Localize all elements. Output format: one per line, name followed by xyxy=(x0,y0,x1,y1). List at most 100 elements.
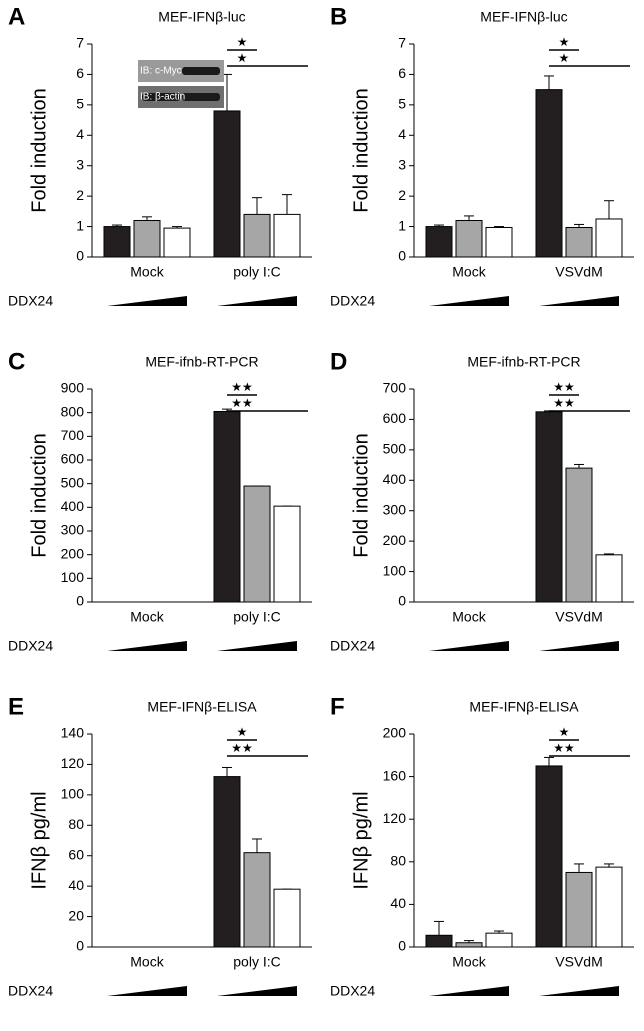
bar xyxy=(103,226,131,258)
treatment-label: DDX24 xyxy=(330,983,375,999)
dose-wedge xyxy=(429,986,509,996)
category-label: poly I:C xyxy=(233,264,280,280)
y-tick-label: 500 xyxy=(383,441,407,457)
y-tick-label: 0 xyxy=(398,593,406,609)
y-tick-label: 300 xyxy=(61,522,85,538)
y-tick-label: 80 xyxy=(68,816,84,832)
treatment-label: DDX24 xyxy=(8,638,53,654)
y-axis-label: IFNβ pg/ml xyxy=(28,791,50,889)
category-label: Mock xyxy=(130,264,164,280)
bar xyxy=(485,932,513,948)
blot-band xyxy=(142,93,180,101)
y-axis-label: Fold induction xyxy=(28,433,50,558)
dose-wedge xyxy=(539,986,619,996)
y-axis-label: IFNβ pg/ml xyxy=(350,791,372,889)
bar xyxy=(595,866,623,948)
dose-wedge xyxy=(539,296,619,306)
y-tick-label: 160 xyxy=(383,767,407,783)
bar xyxy=(425,226,453,258)
bar xyxy=(213,776,241,948)
dose-wedge xyxy=(429,641,509,651)
bar xyxy=(273,888,301,948)
y-tick-label: 900 xyxy=(61,380,85,396)
y-tick-label: 80 xyxy=(390,853,406,869)
y-tick-label: 5 xyxy=(398,96,406,112)
y-tick-label: 7 xyxy=(398,35,406,51)
bar xyxy=(595,554,623,603)
y-tick-label: 0 xyxy=(76,938,84,954)
bar xyxy=(535,411,563,603)
significance-star: ★★ xyxy=(553,741,575,755)
category-label: Mock xyxy=(452,954,486,970)
y-tick-label: 3 xyxy=(398,156,406,172)
bar xyxy=(455,942,483,948)
dose-wedge xyxy=(107,641,187,651)
category-label: poly I:C xyxy=(233,954,280,970)
category-label: Mock xyxy=(452,264,486,280)
chart-title: MEF-IFNβ-luc xyxy=(158,9,245,25)
y-tick-label: 500 xyxy=(61,474,85,490)
y-tick-label: 4 xyxy=(398,126,406,142)
panel-letter: E xyxy=(8,693,24,720)
treatment-label: DDX24 xyxy=(330,638,375,654)
significance-star: ★★ xyxy=(553,396,575,410)
y-tick-label: 200 xyxy=(383,725,407,741)
y-tick-label: 400 xyxy=(383,471,407,487)
category-label: VSVdM xyxy=(555,609,602,625)
y-tick-label: 600 xyxy=(383,410,407,426)
y-tick-label: 1 xyxy=(398,217,406,233)
dose-wedge xyxy=(217,296,297,306)
y-tick-label: 60 xyxy=(68,846,84,862)
chart-title: MEF-IFNβ-luc xyxy=(480,9,567,25)
y-tick-label: 4 xyxy=(76,126,84,142)
panel-letter: F xyxy=(330,693,345,720)
category-label: VSVdM xyxy=(555,954,602,970)
significance-star: ★ xyxy=(559,35,570,49)
y-tick-label: 400 xyxy=(61,498,85,514)
y-tick-label: 6 xyxy=(76,65,84,81)
y-axis-label: Fold induction xyxy=(28,88,50,213)
treatment-label: DDX24 xyxy=(8,293,53,309)
y-tick-label: 100 xyxy=(383,562,407,578)
y-axis-label: Fold induction xyxy=(350,88,372,213)
significance-star: ★ xyxy=(237,51,248,65)
y-tick-label: 140 xyxy=(61,725,85,741)
dose-wedge xyxy=(429,296,509,306)
y-tick-label: 700 xyxy=(61,427,85,443)
panel-letter: D xyxy=(330,348,347,375)
y-tick-label: 2 xyxy=(398,187,406,203)
y-tick-label: 40 xyxy=(390,895,406,911)
chart-title: MEF-IFNβ-ELISA xyxy=(147,699,257,715)
bar xyxy=(163,227,191,258)
y-tick-label: 0 xyxy=(76,593,84,609)
bar xyxy=(425,934,453,948)
bar xyxy=(133,219,161,258)
bar xyxy=(565,871,593,948)
category-label: Mock xyxy=(130,954,164,970)
significance-star: ★★ xyxy=(231,396,253,410)
bar xyxy=(213,410,241,603)
bar xyxy=(273,505,301,603)
y-tick-label: 100 xyxy=(61,786,85,802)
y-tick-label: 40 xyxy=(68,877,84,893)
y-tick-label: 100 xyxy=(61,569,85,585)
blot-band xyxy=(182,67,220,75)
y-tick-label: 2 xyxy=(76,187,84,203)
panel-letter: A xyxy=(8,3,25,30)
y-tick-label: 6 xyxy=(398,65,406,81)
y-tick-label: 0 xyxy=(398,248,406,264)
bar xyxy=(565,467,593,603)
y-tick-label: 120 xyxy=(61,755,85,771)
dose-wedge xyxy=(107,986,187,996)
y-tick-label: 7 xyxy=(76,35,84,51)
significance-star: ★★ xyxy=(231,741,253,755)
treatment-label: DDX24 xyxy=(330,293,375,309)
bar xyxy=(243,485,271,603)
category-label: poly I:C xyxy=(233,609,280,625)
significance-star: ★★ xyxy=(553,380,575,394)
blot-label: IB: c-Myc xyxy=(140,66,182,77)
dose-wedge xyxy=(107,296,187,306)
chart-title: MEF-IFNβ-ELISA xyxy=(469,699,579,715)
chart-title: MEF-ifnb-RT-PCR xyxy=(145,354,258,370)
